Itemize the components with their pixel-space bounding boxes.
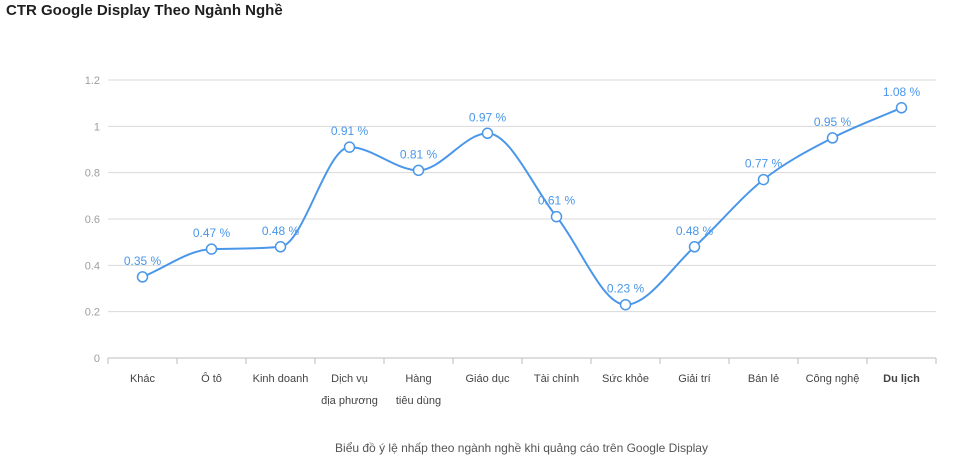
x-tick-label: Ô tô	[201, 372, 222, 385]
data-label: 0.47 %	[193, 226, 231, 240]
data-label: 0.81 %	[400, 147, 438, 161]
x-tick-label: Giải trí	[678, 373, 710, 385]
x-tick-label: tiêu dùng	[396, 395, 441, 407]
x-tick-label: Khác	[130, 373, 156, 385]
x-tick-label: Giáo dục	[465, 373, 510, 385]
data-point[interactable]	[688, 241, 701, 253]
x-tick-label: địa phương	[321, 395, 378, 407]
y-axis: 0 0.2 0.4 0.6 0.8 1 1.2	[85, 75, 100, 365]
data-point[interactable]	[895, 102, 908, 114]
x-tick-label: Công nghệ	[806, 373, 860, 385]
data-label: 0.48 %	[676, 224, 714, 238]
data-point[interactable]	[412, 164, 425, 177]
y-tick-label: 1	[94, 121, 100, 133]
data-label: 1.08 %	[883, 85, 921, 99]
data-label: 0.35 %	[124, 254, 162, 268]
data-label: 0.23 %	[607, 282, 645, 296]
data-point[interactable]	[274, 241, 287, 253]
data-point[interactable]	[550, 210, 563, 223]
data-label: 0.77 %	[745, 157, 783, 171]
x-tick-label: Kinh doanh	[253, 373, 309, 385]
data-label: 0.95 %	[814, 115, 852, 129]
data-label: 0.97 %	[469, 110, 507, 124]
y-tick-label: 0.6	[85, 214, 100, 226]
y-tick-label: 0.2	[85, 307, 100, 319]
x-tick-label: Hàng	[405, 373, 431, 385]
y-tick-label: 0.4	[85, 260, 100, 272]
data-label: 0.48 %	[262, 224, 300, 238]
data-point[interactable]	[619, 298, 632, 311]
y-tick-label: 0	[94, 353, 100, 365]
data-point[interactable]	[826, 132, 839, 144]
ctr-series-line	[142, 106, 902, 306]
data-point[interactable]	[481, 127, 494, 140]
x-tick-label: Tài chính	[534, 373, 579, 385]
chart-title: CTR Google Display Theo Ngành Nghề	[6, 2, 283, 19]
y-tick-label: 0.8	[85, 168, 100, 180]
data-point[interactable]	[205, 243, 218, 255]
data-points	[136, 102, 908, 311]
data-labels: 0.35 % 0.47 % 0.48 % 0.91 % 0.81 % 0.97 % 0.61…	[124, 85, 921, 296]
chart-caption: Biểu đồ ý lệ nhấp theo ngành nghề khi qu…	[335, 441, 708, 455]
data-point[interactable]	[136, 271, 149, 283]
data-label: 0.91 %	[331, 124, 369, 138]
x-axis: Khác Ô tô Kinh doanh Dịch vụ địa phương Hàng t…	[107, 358, 937, 407]
y-tick-label: 1.2	[85, 75, 100, 87]
x-tick-label: Du lịch	[883, 373, 920, 385]
data-point[interactable]	[343, 141, 356, 153]
x-tick-label: Sức khỏe	[602, 373, 649, 385]
data-point[interactable]	[757, 173, 770, 186]
grid-lines	[108, 79, 936, 359]
data-label: 0.61 %	[538, 194, 576, 208]
x-tick-label: Dịch vụ	[331, 373, 368, 385]
x-tick-label: Bán lẻ	[748, 373, 779, 385]
